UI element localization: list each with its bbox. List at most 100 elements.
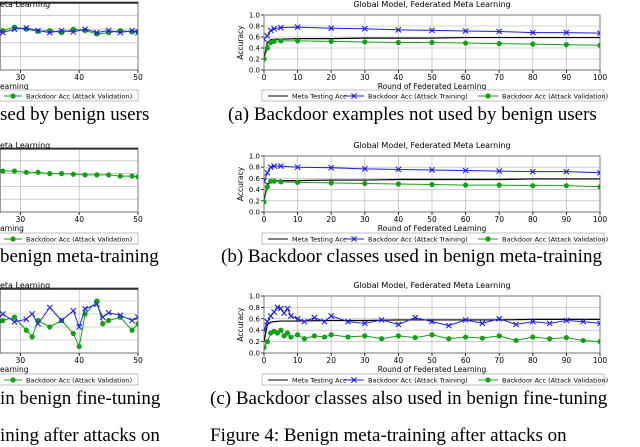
data-point (267, 164, 274, 171)
data-point (129, 317, 136, 324)
x-tick-label: 90 (562, 73, 572, 82)
data-point (106, 172, 112, 178)
data-point (94, 172, 100, 178)
legend-label: Meta Testing Acc (292, 377, 347, 385)
x-tick-label: 100 (593, 73, 608, 82)
data-point (496, 333, 502, 339)
legend-marker (10, 377, 16, 383)
data-point (106, 317, 112, 324)
legend-marker (485, 377, 491, 383)
y-tick-label: 1.0 (249, 153, 260, 161)
data-point (0, 168, 6, 174)
y-tick-label: 0.4 (249, 186, 261, 194)
y-tick-label: 0.6 (249, 34, 261, 42)
chart-3: 0.0 0.2 0.4 0.6 0.8 1.0 0 10 20 30 40 50 60 70 80 90 100… (236, 281, 608, 386)
data-point (35, 320, 42, 327)
series-group (264, 163, 600, 205)
data-point (328, 312, 335, 319)
series-group (264, 24, 600, 62)
series-group (0, 148, 138, 180)
legend: Meta Testing Acc Backdoor Acc (Attack Tra… (261, 232, 608, 245)
data-point (301, 318, 308, 325)
data-point (580, 337, 586, 344)
data-point (479, 320, 486, 327)
y-tick-label: 0.2 (249, 338, 260, 346)
x-tick-label: 70 (494, 215, 504, 224)
data-point (328, 38, 334, 45)
data-point (277, 305, 284, 312)
legend-label: Backdoor Acc (Attack Validation) (502, 236, 608, 244)
data-point (294, 24, 301, 31)
legend: Backdoor Acc (Attack Validation) (0, 373, 139, 386)
x-tick-label: 30 (360, 356, 370, 365)
data-point (93, 29, 100, 36)
data-point (301, 336, 307, 342)
data-point (311, 314, 318, 321)
y-tick-label: 0.8 (249, 23, 260, 31)
y-tick-label: 1.0 (249, 293, 260, 301)
data-point (547, 336, 553, 342)
data-point (264, 32, 271, 39)
data-point (295, 332, 301, 338)
data-point (0, 29, 6, 36)
data-point (99, 314, 106, 321)
data-point (395, 333, 401, 339)
data-point (294, 315, 301, 322)
data-point (271, 38, 277, 45)
data-point (496, 168, 503, 175)
data-point (281, 310, 288, 317)
data-point (47, 324, 53, 330)
x-tick-label: 10 (293, 215, 303, 224)
data-point (264, 199, 267, 205)
data-point (23, 169, 29, 175)
figure-canvas: 0.00.20.40.60.81.00 10 20 30 40 50 60 70 80 90 100… (0, 0, 608, 386)
y-tick-label: 0.4 (249, 45, 261, 53)
plot-area (0, 147, 139, 213)
legend: Backdoor Acc (Attack Validation) (0, 232, 139, 245)
data-point (361, 320, 368, 327)
data-point (288, 334, 294, 340)
data-point (46, 29, 53, 36)
data-point (362, 180, 368, 187)
legend-label: Backdoor Acc (Attack Training) (368, 377, 468, 385)
data-point (11, 26, 18, 33)
data-point (513, 337, 519, 344)
x-tick-label: 70 (494, 73, 504, 82)
data-point (271, 25, 278, 32)
x-tick-label: 30 (16, 215, 26, 224)
data-point (378, 316, 385, 323)
data-point (117, 29, 124, 36)
data-point (58, 171, 65, 177)
data-point (597, 320, 600, 327)
data-point (529, 29, 536, 36)
chart-title: Global Model, Federated Meta Learning (353, 281, 510, 290)
data-point (135, 314, 138, 321)
y-axis-label: Accuracy (236, 166, 245, 201)
x-tick-label: 40 (394, 356, 404, 365)
data-point (35, 169, 41, 175)
x-axis-label: Round of Federated Learning (378, 224, 487, 233)
x-tick-label: 50 (133, 73, 143, 82)
series-line (264, 318, 600, 342)
data-point (100, 321, 106, 327)
data-point (278, 179, 284, 185)
data-point (328, 25, 335, 32)
data-point (597, 339, 600, 345)
x-tick-label: 100 (593, 356, 608, 365)
data-point (135, 174, 138, 180)
data-point (29, 334, 35, 340)
caption-left-c: in benign fine-tuning (0, 388, 161, 409)
data-point (76, 343, 82, 350)
data-point (445, 322, 452, 329)
x-tick-label: 50 (133, 356, 143, 365)
legend-label: Backdoor Acc (Attack Validation) (26, 93, 132, 101)
data-point (429, 167, 435, 173)
data-point (264, 344, 267, 350)
data-point (597, 169, 600, 176)
data-point (496, 41, 502, 47)
data-point (76, 324, 83, 330)
data-point (563, 183, 570, 189)
data-point (395, 39, 401, 46)
data-point (277, 163, 284, 170)
x-tick-label: 80 (528, 356, 538, 365)
